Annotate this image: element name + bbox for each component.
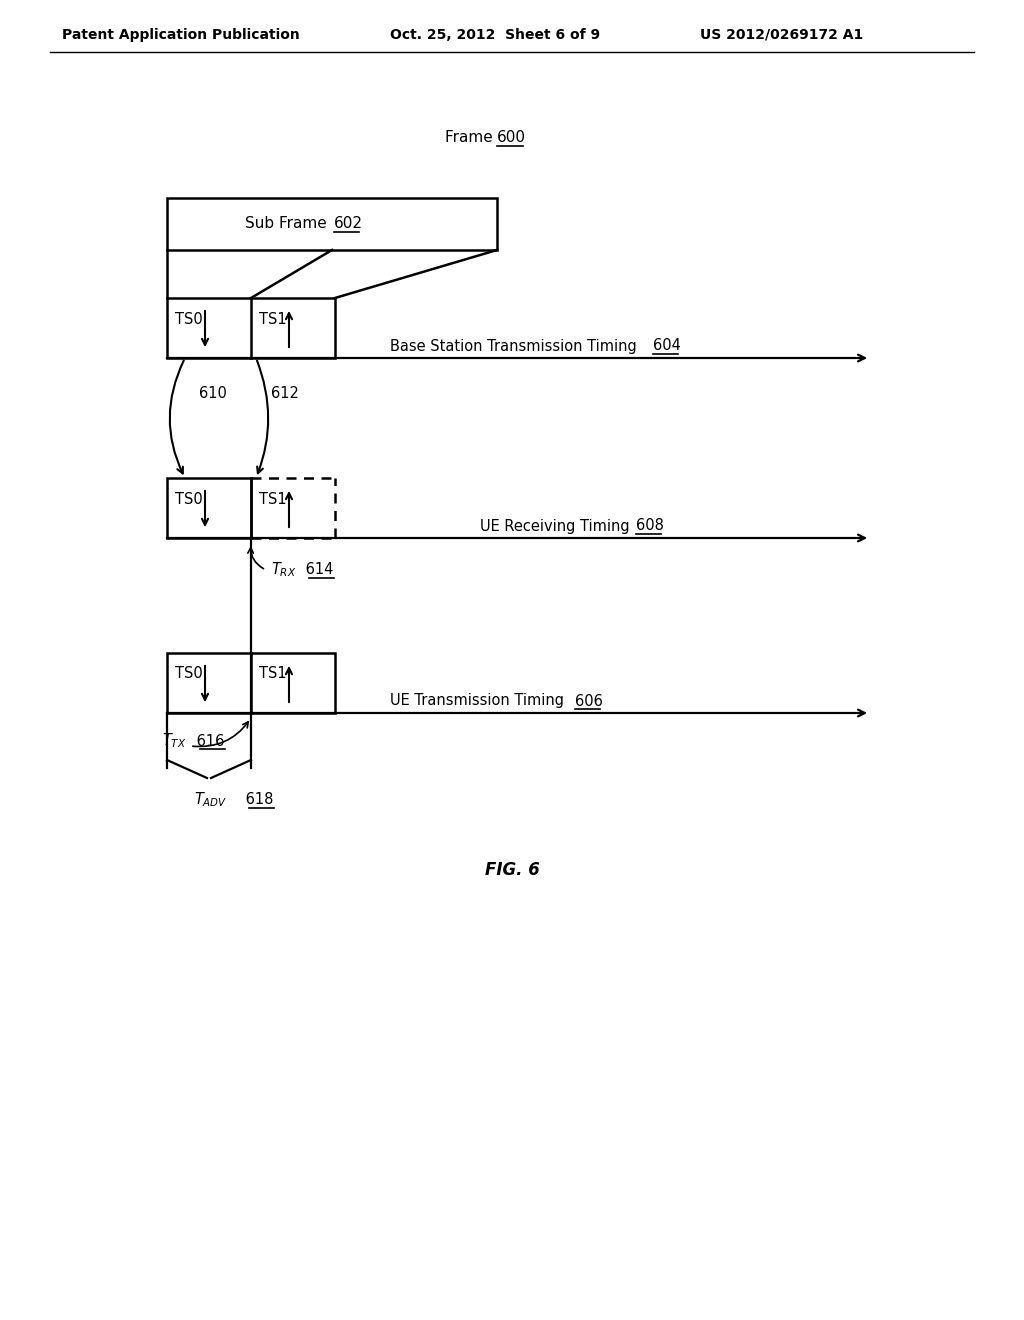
Text: 600: 600: [497, 131, 526, 145]
Text: $T_{TX}$: $T_{TX}$: [162, 731, 186, 750]
Text: TS1: TS1: [259, 312, 287, 326]
Text: TS1: TS1: [259, 667, 287, 681]
Bar: [167, 198, 497, 249]
Text: UE Receiving Timing: UE Receiving Timing: [480, 519, 634, 533]
Text: 608: 608: [636, 519, 664, 533]
Text: TS0: TS0: [175, 491, 203, 507]
Text: US 2012/0269172 A1: US 2012/0269172 A1: [700, 28, 863, 42]
Text: Patent Application Publication: Patent Application Publication: [62, 28, 300, 42]
Text: Frame: Frame: [445, 131, 498, 145]
Bar: [167, 298, 335, 358]
Bar: [167, 478, 251, 539]
Text: TS0: TS0: [175, 667, 203, 681]
Text: FIG. 6: FIG. 6: [484, 861, 540, 879]
Text: UE Transmission Timing: UE Transmission Timing: [390, 693, 568, 709]
Text: 612: 612: [271, 385, 299, 400]
Text: $T_{RX}$: $T_{RX}$: [271, 561, 296, 579]
Text: 604: 604: [653, 338, 681, 354]
Text: $T_{ADV}$: $T_{ADV}$: [194, 791, 227, 809]
Bar: [167, 653, 335, 713]
Text: 614: 614: [301, 562, 334, 578]
Text: Base Station Transmission Timing: Base Station Transmission Timing: [390, 338, 641, 354]
Text: 606: 606: [575, 693, 603, 709]
Text: 616: 616: [193, 734, 224, 748]
Text: 610: 610: [199, 385, 227, 400]
Text: 602: 602: [334, 216, 362, 231]
Text: TS1: TS1: [259, 491, 287, 507]
Text: Sub Frame: Sub Frame: [246, 216, 332, 231]
Text: 618: 618: [241, 792, 273, 808]
Text: TS0: TS0: [175, 312, 203, 326]
Text: Oct. 25, 2012  Sheet 6 of 9: Oct. 25, 2012 Sheet 6 of 9: [390, 28, 600, 42]
